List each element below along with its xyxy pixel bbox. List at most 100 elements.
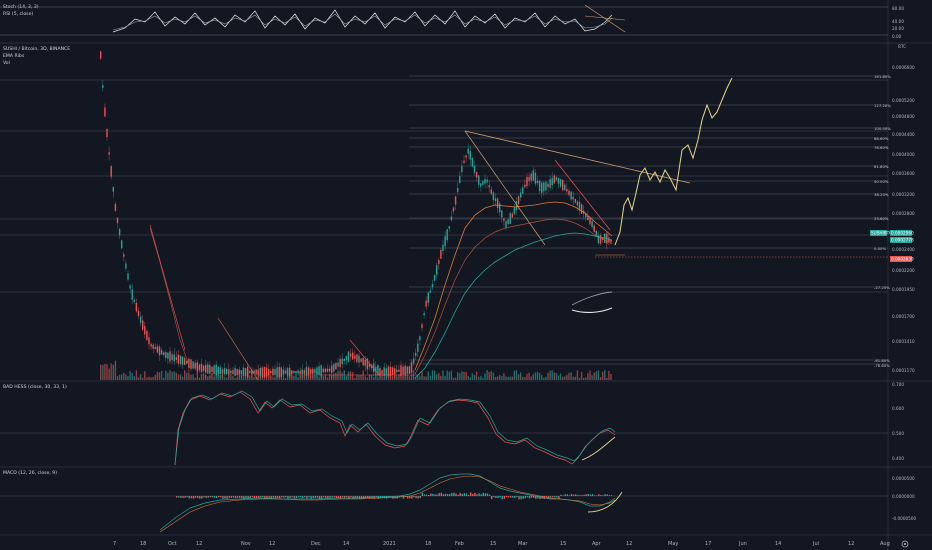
svg-text:38.20%: 38.20% xyxy=(874,192,889,197)
macd-histogram-bar xyxy=(459,492,461,496)
candle-body xyxy=(244,368,247,376)
candle-body xyxy=(184,358,186,365)
macd-histogram-bar xyxy=(535,496,537,499)
svg-text:0.0002800: 0.0002800 xyxy=(892,211,915,216)
bad-hess-pane[interactable]: BAD HESS (close, 30, 33, 1) 0.700 0.600 … xyxy=(0,382,904,466)
candle-body xyxy=(391,367,394,376)
bad-hess-projection xyxy=(581,436,616,461)
candle-body xyxy=(284,370,287,374)
candle-body xyxy=(509,213,511,224)
candle-body xyxy=(400,365,402,376)
macd-pane[interactable]: MACD (12, 26, close, 9) 0.0000500 0.0000… xyxy=(0,470,916,533)
candle-body xyxy=(383,367,385,377)
volume-bar xyxy=(513,370,516,380)
volume-bar xyxy=(190,374,192,380)
candle-body xyxy=(307,367,310,376)
volume-bar xyxy=(341,372,343,380)
candle-body xyxy=(587,216,589,221)
candle-body xyxy=(200,363,203,373)
macd-histogram-bar xyxy=(184,496,186,498)
macd-histogram-bar xyxy=(297,496,300,498)
volume-bar xyxy=(318,377,320,380)
time-axis[interactable]: 7 18 Oct 12 Nov 12 Dec 14 2021 18 Feb 15… xyxy=(113,541,890,547)
candle-body xyxy=(543,182,545,192)
volume-bar xyxy=(492,372,495,380)
macd-histogram-bar xyxy=(230,496,232,498)
fib-retracement xyxy=(409,75,888,365)
volume-bar xyxy=(127,376,129,380)
left-trendline-2 xyxy=(217,317,259,381)
candle-body xyxy=(247,366,249,378)
macd-histogram-bar xyxy=(558,496,560,499)
volume-bar xyxy=(249,375,251,380)
macd-histogram-bar xyxy=(570,494,573,496)
candle-body xyxy=(139,316,142,323)
volume-bar xyxy=(196,370,198,380)
volume-bar xyxy=(469,377,471,380)
macd-histogram-bar xyxy=(556,496,558,498)
candle-body xyxy=(463,160,465,163)
stoch-rsi-pane[interactable]: Stoch (14, 3, 3) RSI (5, close) 80.00 40… xyxy=(0,4,904,39)
candle-body xyxy=(169,351,171,362)
volume-bar xyxy=(261,374,264,380)
main-price-pane[interactable]: SUSHI / Bitcoin, 3D, BINANCE EMA Ribs Vo… xyxy=(0,44,915,381)
volume-bar xyxy=(606,377,608,380)
candle-body xyxy=(167,352,169,359)
candle-body xyxy=(370,364,373,369)
candle-body xyxy=(331,365,333,373)
candle-body xyxy=(358,355,360,363)
macd-histogram-bar xyxy=(522,496,524,499)
volume-bar xyxy=(316,371,318,380)
volume-bar xyxy=(160,370,163,380)
volume-bar xyxy=(465,371,467,380)
candle-body xyxy=(538,180,541,191)
volume-bar xyxy=(202,374,205,380)
volume-bar xyxy=(471,373,474,380)
candle-body xyxy=(480,183,482,187)
macd-histogram-bar xyxy=(467,494,470,496)
volume-bar xyxy=(530,376,532,380)
macd-histogram-bar xyxy=(194,496,197,498)
macd-histogram-bar xyxy=(339,496,342,499)
date-label: 18 xyxy=(140,541,146,547)
candle-body xyxy=(253,370,255,374)
volume-bar xyxy=(301,372,303,380)
volume-bar xyxy=(339,370,341,380)
left-trendline-3 xyxy=(349,339,381,377)
candle-body xyxy=(394,368,396,374)
volume-bar xyxy=(324,374,327,380)
volume-bar xyxy=(247,372,249,380)
price-scale[interactable]: 0.0006600 0.0005200 0.0004800 0.0004400 … xyxy=(892,65,915,373)
candle-body xyxy=(524,184,526,188)
macd-histogram-bar xyxy=(482,492,484,496)
candle-body xyxy=(234,368,236,376)
macd-histogram-bar xyxy=(472,493,474,496)
macd-histogram-bar xyxy=(579,495,581,496)
candle-body xyxy=(343,358,345,361)
candle-body xyxy=(324,368,327,373)
candle-body xyxy=(503,218,505,221)
volume-bar xyxy=(274,377,276,380)
volume-bar xyxy=(570,372,572,380)
left-trendline-1 xyxy=(149,224,186,351)
date-label: 14 xyxy=(343,541,349,547)
volume-bar xyxy=(244,375,247,380)
macd-histogram-bar xyxy=(568,495,571,496)
candle-body xyxy=(301,369,303,375)
candle-body xyxy=(192,361,194,369)
candle-body xyxy=(263,367,266,377)
volume-bar xyxy=(284,377,287,380)
volume-bar xyxy=(591,375,593,380)
settings-gear-icon[interactable] xyxy=(901,540,909,548)
date-label: 15 xyxy=(560,541,566,547)
volume-bar xyxy=(387,373,390,380)
macd-histogram-bar xyxy=(438,492,440,496)
candle-body xyxy=(526,177,528,186)
macd-histogram-bar xyxy=(566,494,568,496)
volume-bar xyxy=(289,371,291,380)
volume-bar xyxy=(242,377,245,380)
macd-histogram-bar xyxy=(575,494,577,496)
candle-body xyxy=(110,166,112,177)
macd-histogram-bar xyxy=(201,496,203,499)
